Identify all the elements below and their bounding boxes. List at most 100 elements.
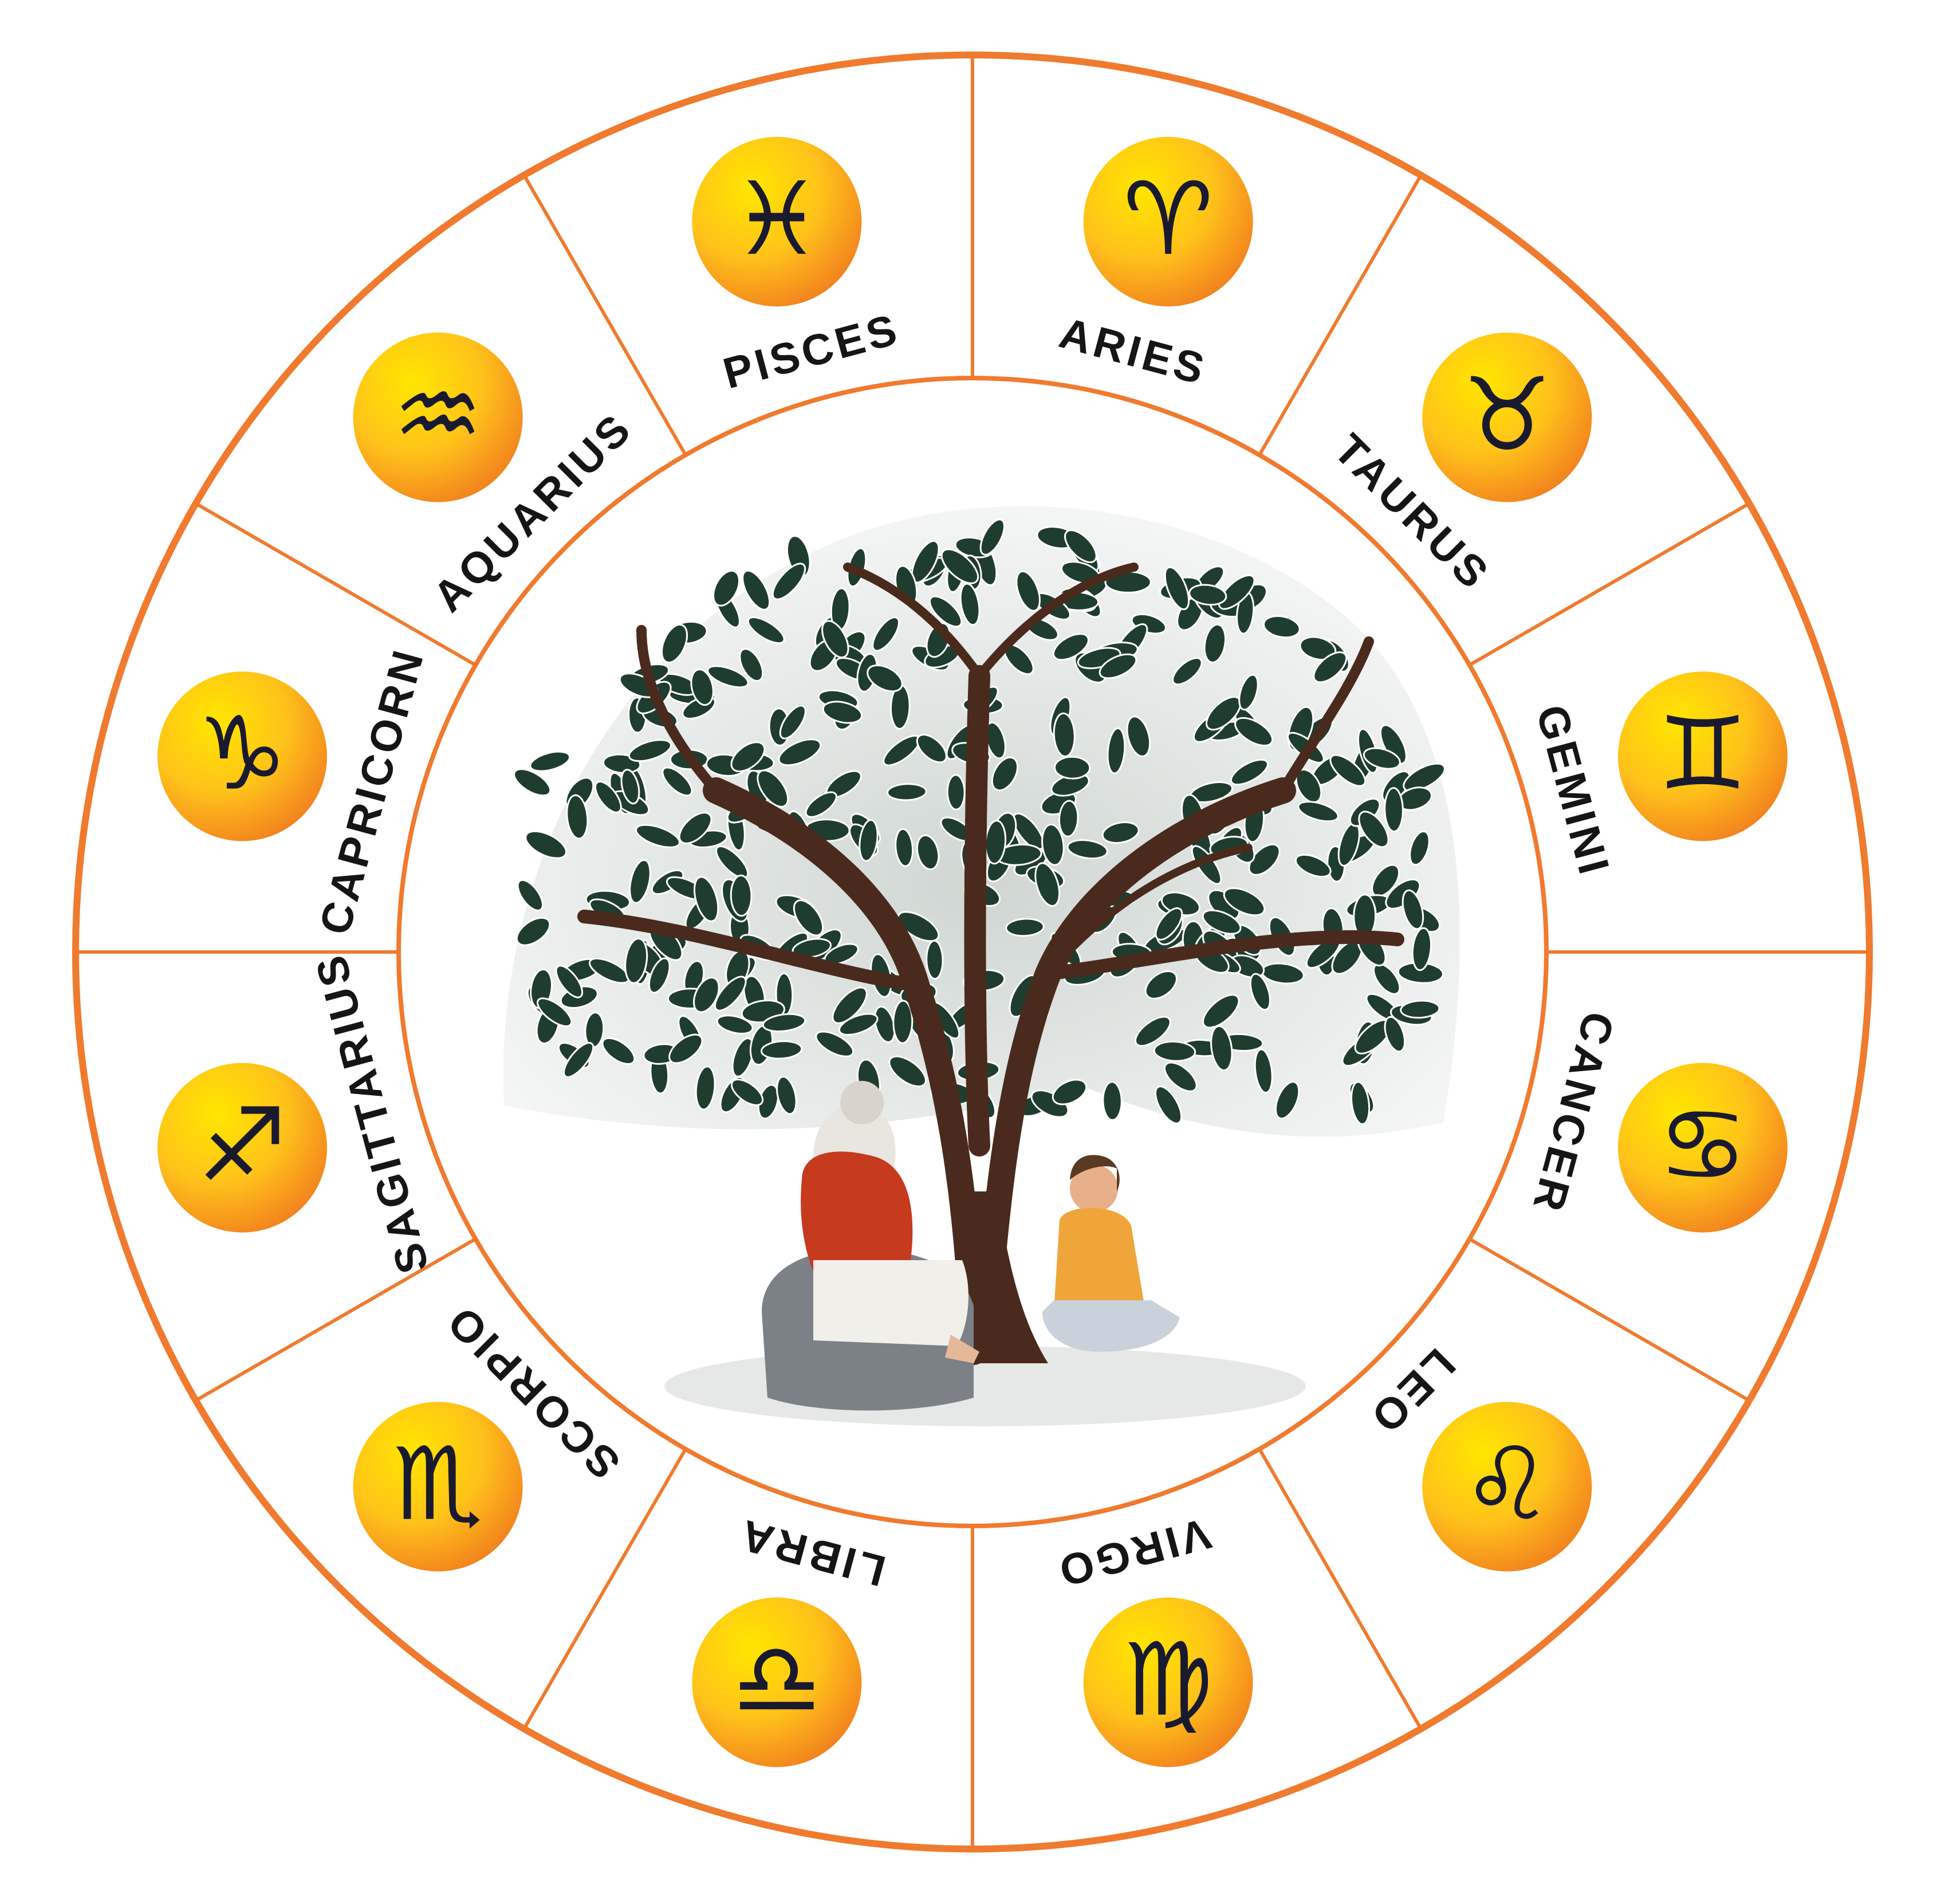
leaf <box>991 756 1019 792</box>
leaf <box>1099 653 1137 679</box>
leaf <box>629 859 651 904</box>
leaf <box>1101 821 1140 844</box>
leaf <box>1400 1000 1440 1019</box>
leaf <box>979 518 1005 556</box>
leaf <box>778 738 822 766</box>
sign-badges: ♈ ♉ ♊ ♋ ♌ ♍ ♎ ♏ ♐ ♑ ♒ ♓ <box>157 136 1788 1768</box>
leaf <box>1379 724 1407 765</box>
leaf <box>730 874 753 917</box>
leaf <box>872 616 900 652</box>
leaf <box>1384 787 1404 833</box>
leaf <box>895 828 914 867</box>
leaf <box>929 595 963 628</box>
leaf <box>648 957 671 994</box>
leaf <box>601 1037 636 1065</box>
leaf <box>1144 970 1178 1000</box>
leaf <box>859 819 879 862</box>
sector-dividers <box>78 57 1867 1847</box>
leaf <box>1275 1081 1300 1120</box>
sector-divider <box>1468 1237 1749 1401</box>
leaf <box>779 705 806 739</box>
leaf <box>1188 584 1227 606</box>
leaf <box>771 562 806 600</box>
sign-badge-aquarius: ♒ <box>353 332 523 502</box>
sector-divider <box>196 503 477 667</box>
leaf <box>517 879 544 911</box>
leaf <box>821 620 849 659</box>
leaf <box>661 624 688 664</box>
leaf <box>959 583 981 626</box>
leaf <box>694 876 719 922</box>
leaf <box>762 1013 806 1033</box>
sign-badge-libra: ♎ <box>692 1598 862 1768</box>
leaf <box>624 938 648 984</box>
badge-circle <box>1618 671 1788 841</box>
leaf <box>537 997 573 1028</box>
badge-circle <box>353 332 523 502</box>
leaf <box>940 548 979 584</box>
leaf <box>635 824 680 848</box>
sign-label-virgo: VIRGO <box>1051 1509 1216 1596</box>
leaf <box>1363 747 1401 770</box>
leaf <box>1411 927 1432 971</box>
leaf <box>1066 839 1108 860</box>
leaf <box>525 830 568 859</box>
leaf <box>513 768 552 797</box>
leaf <box>1053 712 1076 758</box>
sagittarius-icon: ♐ <box>197 1087 288 1204</box>
leaf <box>1223 887 1266 916</box>
leaf <box>1015 570 1041 612</box>
sign-badge-capricorn: ♑ <box>157 671 327 841</box>
leaf <box>1064 529 1097 564</box>
leaf <box>1135 1016 1171 1047</box>
leaf <box>1164 566 1190 611</box>
leaf <box>529 750 571 772</box>
leaf <box>707 665 749 689</box>
leaf <box>1230 758 1269 786</box>
leaf <box>731 1037 754 1077</box>
leaf <box>695 1065 716 1111</box>
leaf <box>730 1079 764 1106</box>
leaf <box>1155 907 1183 941</box>
leaf <box>730 741 766 773</box>
badge-circle <box>692 1598 862 1768</box>
leaf <box>662 766 693 797</box>
leaf <box>1234 717 1274 747</box>
leaf <box>515 916 551 946</box>
leaf <box>594 781 622 813</box>
leaf <box>946 774 966 811</box>
leaf <box>1202 909 1242 935</box>
leaf <box>742 569 771 611</box>
leaf <box>916 834 940 871</box>
leaf <box>1041 823 1065 866</box>
leaf <box>1403 762 1446 792</box>
leaf <box>888 1055 927 1088</box>
tree-sage-disciple-illustration <box>503 506 1460 1426</box>
leaf <box>714 975 747 1012</box>
leaf <box>892 1000 914 1044</box>
leaf <box>1164 1061 1198 1092</box>
leaf <box>555 965 584 998</box>
leaf <box>793 899 824 937</box>
leaf <box>916 734 947 764</box>
leaf <box>739 648 764 682</box>
leaf <box>1052 633 1089 661</box>
leo-icon: ♌ <box>1462 1426 1552 1543</box>
leaf <box>1401 889 1424 930</box>
badge-circle <box>1083 1598 1253 1768</box>
leaf <box>776 1076 797 1115</box>
leaf <box>628 739 672 762</box>
leaf <box>761 1040 803 1060</box>
leaf <box>1054 756 1091 780</box>
sign-badge-taurus: ♉ <box>1422 332 1592 502</box>
outer-ring <box>72 52 1873 1852</box>
scorpio-icon: ♏ <box>393 1426 483 1543</box>
leaf <box>668 1033 703 1064</box>
leaf <box>1238 674 1259 711</box>
leaf <box>1202 994 1240 1029</box>
leaf <box>1107 727 1126 774</box>
sign-badge-leo: ♌ <box>1422 1402 1592 1572</box>
leaf <box>887 783 927 801</box>
cancer-icon: ♋ <box>1657 1087 1748 1204</box>
sign-badge-aries: ♈ <box>1083 136 1253 306</box>
